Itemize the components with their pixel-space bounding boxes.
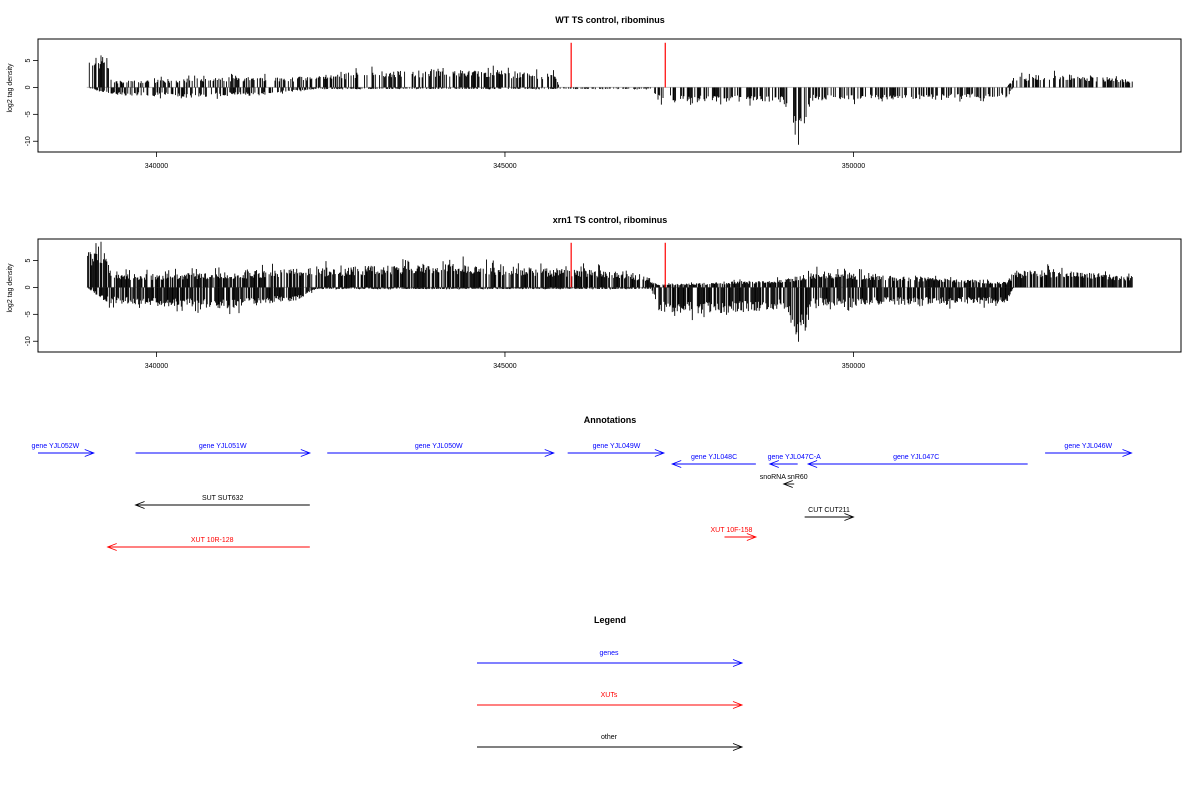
- feature-label: gene YJL049W: [593, 443, 641, 450]
- feature-xut-10f-158: XUT 10F-158: [711, 527, 758, 541]
- feature-arrows: gene YJL052W gene YJL051W gene YJL050W gene…: [32, 443, 1133, 551]
- legend-arrow-head: [732, 659, 744, 667]
- legend-item-xut: XUTs: [477, 692, 744, 709]
- y-tick-label: -10: [25, 136, 32, 146]
- feature-arrow-head: [106, 543, 117, 551]
- x-tick-label: 340000: [145, 163, 168, 170]
- feature-label: gene YJL048C: [691, 454, 737, 461]
- xrn1-density-panel: xrn1 TS control, ribominus log2 tag dens…: [7, 215, 1182, 370]
- feature-label: CUT CUT211: [808, 507, 850, 514]
- feature-gene-yjl052w: gene YJL052W: [32, 443, 95, 457]
- y-tick-label: -10: [25, 336, 32, 346]
- legend-title: Legend: [594, 615, 626, 625]
- feature-arrow-head: [300, 449, 312, 457]
- xrn1-y-ticks: 5 0 -5 -10: [25, 258, 38, 346]
- feature-arrow-head: [768, 460, 779, 468]
- feature-label: gene YJL052W: [32, 443, 80, 450]
- feature-arrow-head: [654, 449, 666, 457]
- xrn1-panel-title: xrn1 TS control, ribominus: [553, 215, 668, 225]
- feature-xut-10r-128: XUT 10R-128: [106, 537, 310, 551]
- feature-arrow-head: [84, 449, 95, 457]
- legend-label: other: [601, 734, 618, 741]
- y-tick-label: -5: [25, 311, 32, 317]
- y-tick-label: 0: [25, 285, 32, 289]
- y-tick-label: 5: [25, 258, 32, 262]
- feature-arrow-head: [844, 513, 855, 521]
- wt-x-ticks: 340000 345000 350000: [145, 152, 865, 170]
- legend-item-gene: genes: [477, 650, 744, 667]
- feature-label: snoRNA snR60: [760, 474, 808, 481]
- feature-arrow-head: [670, 460, 682, 468]
- wt-density-panel: WT TS control, ribominus log2 tag densit…: [7, 15, 1182, 170]
- wt-plot-frame: [37, 38, 1182, 153]
- feature-cut-cut211: CUT CUT211: [804, 507, 855, 521]
- legend-items: genes XUTs other: [477, 650, 744, 751]
- feature-gene-yjl051w: gene YJL051W: [135, 443, 312, 457]
- feature-label: gene YJL047C: [893, 454, 939, 461]
- feature-gene-yjl049w: gene YJL049W: [567, 443, 666, 457]
- annotations-track: Annotations gene YJL052W gene YJL051W gene…: [32, 415, 1133, 551]
- legend-label: XUTs: [601, 692, 618, 699]
- feature-arrow-head: [544, 449, 555, 457]
- feature-label: gene YJL050W: [415, 443, 463, 450]
- xrn1-density-bars: [86, 241, 1133, 342]
- feature-label: gene YJL046W: [1064, 443, 1112, 450]
- feature-gene-yjl050w: gene YJL050W: [327, 443, 555, 457]
- feature-arrow-head: [806, 460, 818, 468]
- y-tick-label: 5: [25, 58, 32, 62]
- y-tick-label: -5: [25, 111, 32, 117]
- xrn1-plot-frame: [37, 238, 1182, 353]
- x-tick-label: 350000: [842, 363, 865, 370]
- annotations-title: Annotations: [584, 415, 637, 425]
- legend-arrow-head: [732, 701, 744, 709]
- feature-label: gene YJL051W: [199, 443, 247, 450]
- feature-gene-yjl047c: gene YJL047C: [806, 454, 1028, 468]
- feature-label: XUT 10R-128: [191, 537, 234, 544]
- xrn1-x-ticks: 340000 345000 350000: [145, 352, 865, 370]
- feature-arrow-head: [1122, 449, 1133, 457]
- legend: Legend genes XUTs other: [477, 615, 744, 751]
- feature-arrow-head: [782, 480, 793, 488]
- x-tick-label: 345000: [493, 363, 516, 370]
- feature-gene-yjl046w: gene YJL046W: [1045, 443, 1133, 457]
- feature-label: XUT 10F-158: [711, 527, 753, 534]
- feature-gene-yjl047c-a: gene YJL047C-A: [768, 454, 822, 468]
- feature-snorna-snr60: snoRNA snR60: [760, 474, 808, 488]
- feature-arrow-head: [746, 533, 758, 541]
- wt-y-axis-label: log2 tag density: [7, 63, 14, 113]
- wt-panel-title: WT TS control, ribominus: [555, 15, 665, 25]
- wt-density-bars: [86, 42, 1133, 145]
- legend-arrow-head: [732, 743, 744, 751]
- feature-arrow-head: [134, 501, 145, 509]
- feature-label: gene YJL047C-A: [768, 454, 822, 461]
- feature-sut-sut632: SUT SUT632: [134, 495, 310, 509]
- feature-label: SUT SUT632: [202, 495, 244, 502]
- x-tick-label: 345000: [493, 163, 516, 170]
- x-tick-label: 340000: [145, 363, 168, 370]
- x-tick-label: 350000: [842, 163, 865, 170]
- legend-item-other: other: [477, 734, 744, 751]
- legend-label: genes: [599, 650, 619, 657]
- xrn1-y-axis-label: log2 tag density: [7, 263, 14, 313]
- y-tick-label: 0: [25, 85, 32, 89]
- feature-gene-yjl048c: gene YJL048C: [670, 454, 756, 468]
- wt-y-ticks: 5 0 -5 -10: [25, 58, 38, 146]
